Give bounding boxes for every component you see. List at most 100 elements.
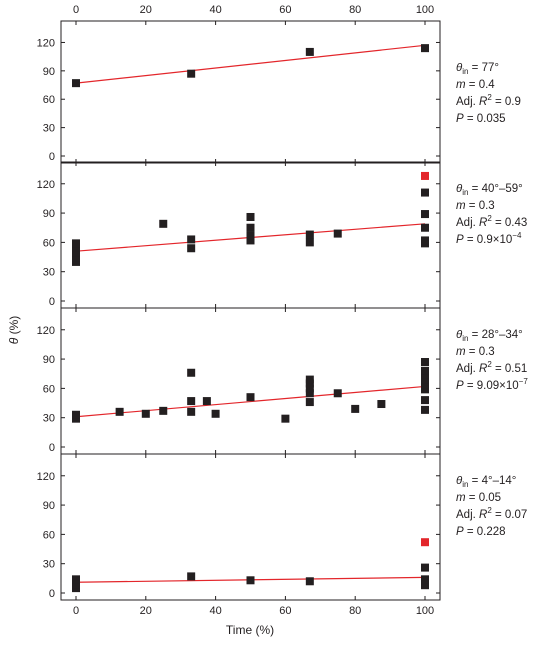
data-point: [421, 380, 429, 389]
r-symbol: R: [479, 217, 487, 229]
data-point: [246, 393, 255, 402]
x-tick-label-bottom: 0: [73, 605, 79, 617]
data-point: [72, 239, 80, 248]
x-tick-label-top: 0: [73, 4, 79, 16]
r2-value: = 0.43: [492, 217, 528, 229]
annotation-slope: m = 0.4: [456, 79, 495, 91]
data-point: [72, 79, 80, 88]
data-point: [421, 366, 429, 375]
r-superscript: 2: [487, 93, 492, 102]
y-tick-label: 90: [43, 66, 55, 78]
theta-value: = 4°–14°: [468, 475, 516, 487]
data-point: [333, 229, 342, 238]
x-axis-title: Time (%): [226, 623, 274, 637]
slope-value: = 0.3: [466, 200, 495, 212]
data-point: [187, 69, 196, 78]
slope-symbol: m: [456, 492, 466, 504]
slope-value: = 0.4: [466, 79, 496, 91]
data-point: [421, 236, 429, 245]
y-tick-label: 30: [43, 559, 55, 571]
y-axis-title: θ (%): [7, 316, 21, 345]
annotation-theta-in: θin = 40°–59°: [456, 183, 523, 197]
data-point: [421, 223, 429, 232]
annotation-slope: m = 0.3: [456, 346, 495, 358]
r2-value: = 0.9: [492, 96, 521, 108]
x-tick-label-top: 80: [349, 4, 361, 16]
data-point: [246, 576, 255, 585]
adj-label: Adj.: [456, 217, 479, 229]
theta-value: = 77°: [468, 62, 499, 74]
data-point: [421, 375, 429, 384]
x-tick-label-top: 20: [140, 4, 152, 16]
data-point: [115, 407, 124, 416]
data-point: [187, 368, 196, 377]
r-superscript: 2: [487, 506, 492, 515]
annotation-theta-in: θin = 28°–34°: [456, 329, 523, 343]
annotation-adj-r2: Adj. R2 = 0.07: [456, 506, 527, 521]
theta-symbol: θ: [456, 475, 463, 487]
y-tick-label: 90: [43, 208, 55, 220]
data-point: [305, 398, 314, 407]
data-point: [72, 410, 80, 419]
annotation-p-value: P = 0.035: [456, 113, 506, 125]
x-tick-label-bottom: 40: [209, 605, 221, 617]
y-tick-label: 0: [49, 588, 55, 600]
data-point: [187, 244, 196, 253]
annotation-slope: m = 0.05: [456, 492, 501, 504]
data-point: [421, 563, 429, 572]
y-tick-label: 60: [43, 237, 55, 249]
data-point: [187, 407, 196, 416]
adj-label: Adj.: [456, 96, 479, 108]
annotation-adj-r2: Adj. R2 = 0.9: [456, 93, 521, 108]
x-tick-label-top: 60: [279, 4, 291, 16]
y-tick-label: 0: [49, 296, 55, 308]
slope-value: = 0.3: [466, 346, 495, 358]
data-point: [159, 406, 168, 415]
p-symbol: P: [456, 526, 464, 538]
data-point: [141, 409, 150, 418]
r-symbol: R: [479, 509, 487, 521]
data-point: [305, 384, 314, 393]
theta-subscript: in: [462, 67, 468, 76]
x-tick-label-bottom: 60: [279, 605, 291, 617]
data-point: [305, 238, 314, 247]
data-point: [421, 405, 429, 414]
data-point: [187, 397, 196, 406]
data-point: [351, 404, 360, 413]
p-mantissa: = 9.09×10: [464, 380, 519, 392]
data-point: [305, 389, 314, 398]
data-point: [377, 400, 386, 409]
outlier-point: [421, 538, 429, 547]
r-superscript: 2: [487, 214, 492, 223]
y-tick-label: 30: [43, 123, 55, 135]
data-point: [421, 385, 429, 394]
data-point: [246, 223, 255, 232]
annotation-adj-r2: Adj. R2 = 0.43: [456, 214, 527, 229]
x-tick-label-bottom: 80: [349, 605, 361, 617]
outlier-point: [421, 171, 429, 180]
data-point: [421, 396, 429, 405]
x-tick-label-top: 40: [209, 4, 221, 16]
r-superscript: 2: [487, 360, 492, 369]
theta-subscript: in: [462, 188, 468, 197]
data-point: [72, 575, 80, 584]
data-point: [72, 257, 80, 266]
data-point: [421, 575, 429, 584]
p-exponent: −7: [519, 377, 529, 386]
data-point: [72, 253, 80, 262]
theta-subscript: in: [462, 334, 468, 343]
r-symbol: R: [479, 363, 487, 375]
data-point: [72, 248, 80, 257]
x-tick-label-bottom: 20: [140, 605, 152, 617]
panel-frame: [60, 307, 441, 455]
data-point: [211, 409, 220, 418]
r-symbol: R: [479, 96, 487, 108]
annotation-theta-in: θin = 77°: [456, 62, 499, 76]
data-point: [333, 389, 342, 398]
data-point: [421, 188, 429, 197]
p-symbol: P: [456, 234, 464, 246]
y-tick-label: 90: [43, 500, 55, 512]
